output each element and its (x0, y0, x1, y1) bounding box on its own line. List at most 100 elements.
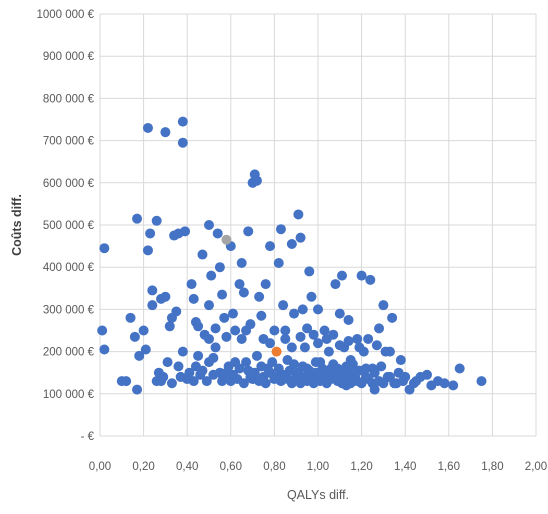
data-point (286, 238, 297, 249)
data-point (306, 291, 317, 302)
data-point (142, 122, 153, 133)
data-point (347, 359, 358, 370)
y-tick-label: 600 000 € (43, 178, 95, 190)
data-point (371, 340, 382, 351)
data-point (256, 310, 267, 321)
x-tick-label: 0,40 (176, 461, 198, 473)
data-point (217, 376, 228, 387)
data-point (310, 357, 321, 368)
data-point (160, 127, 171, 138)
data-point (151, 215, 162, 226)
data-point (193, 350, 204, 361)
data-point (275, 224, 286, 235)
data-point (387, 312, 398, 323)
x-tick-label: 1,00 (307, 461, 329, 473)
data-point (132, 213, 143, 224)
data-point (280, 325, 291, 336)
highlight-point (221, 234, 232, 245)
data-point (188, 293, 199, 304)
x-tick-label: 1,20 (350, 461, 372, 473)
data-point (177, 137, 188, 148)
y-tick-label: 900 000 € (43, 51, 95, 63)
x-tick-label: 0,60 (220, 461, 242, 473)
data-point (158, 371, 169, 382)
data-point (236, 257, 247, 268)
data-point (210, 323, 221, 334)
y-tick-label: - € (81, 431, 95, 443)
data-point (289, 359, 300, 370)
data-point (147, 300, 158, 311)
data-point (295, 331, 306, 342)
x-tick-label: 0,80 (263, 461, 285, 473)
data-point (330, 279, 341, 290)
data-point (162, 357, 173, 368)
data-point (286, 342, 297, 353)
data-point (145, 228, 156, 239)
data-point (365, 274, 376, 285)
data-point (142, 245, 153, 256)
data-point (121, 376, 132, 387)
y-tick-label: 100 000 € (43, 389, 95, 401)
data-point (221, 331, 232, 342)
data-point (234, 279, 245, 290)
data-point (204, 300, 214, 311)
data-point (97, 325, 108, 336)
data-point (99, 344, 110, 355)
data-point (138, 325, 149, 336)
data-point (227, 308, 238, 319)
y-tick-label: 800 000 € (43, 93, 95, 105)
data-point (236, 333, 247, 344)
x-tick-label: 0,00 (89, 461, 111, 473)
data-point (210, 342, 221, 353)
data-point (208, 352, 219, 363)
data-point (214, 262, 225, 273)
data-point (378, 378, 389, 389)
y-tick-label: 400 000 € (43, 262, 95, 274)
y-tick-label: 300 000 € (43, 304, 95, 316)
x-axis-title: QALYs diff. (287, 488, 349, 502)
data-point (197, 365, 208, 376)
y-tick-label: 200 000 € (43, 347, 95, 359)
data-point (184, 367, 195, 378)
data-point (180, 226, 191, 237)
data-point (251, 175, 262, 186)
data-point (269, 325, 280, 336)
data-point (230, 325, 241, 336)
data-point (134, 350, 145, 361)
data-point (238, 378, 249, 389)
highlight-point (271, 346, 282, 357)
data-point (295, 232, 306, 243)
data-point (374, 323, 385, 334)
y-axis-title: Coûts diff. (10, 194, 24, 256)
data-point (260, 378, 271, 389)
data-point (376, 361, 387, 372)
data-point (393, 367, 404, 378)
data-point (249, 367, 260, 378)
data-point (319, 325, 330, 336)
data-point (395, 355, 406, 366)
data-point (132, 384, 143, 395)
data-point (343, 314, 354, 325)
data-point (369, 367, 380, 378)
data-point (99, 243, 110, 254)
data-point (363, 333, 374, 344)
data-point (299, 342, 310, 353)
data-point (254, 291, 265, 302)
data-point (219, 312, 230, 323)
data-point (273, 257, 284, 268)
data-point (334, 340, 345, 351)
data-point (360, 363, 371, 374)
data-point (356, 270, 367, 281)
x-tick-label: 1,80 (481, 461, 503, 473)
data-point (197, 249, 208, 260)
data-point (280, 333, 291, 344)
x-tick-label: 0,20 (132, 461, 154, 473)
data-point (343, 336, 354, 347)
data-point (125, 312, 136, 323)
data-point (204, 220, 214, 230)
data-point (166, 378, 177, 389)
data-point (378, 300, 389, 311)
data-point (193, 321, 204, 332)
data-point (336, 270, 347, 281)
